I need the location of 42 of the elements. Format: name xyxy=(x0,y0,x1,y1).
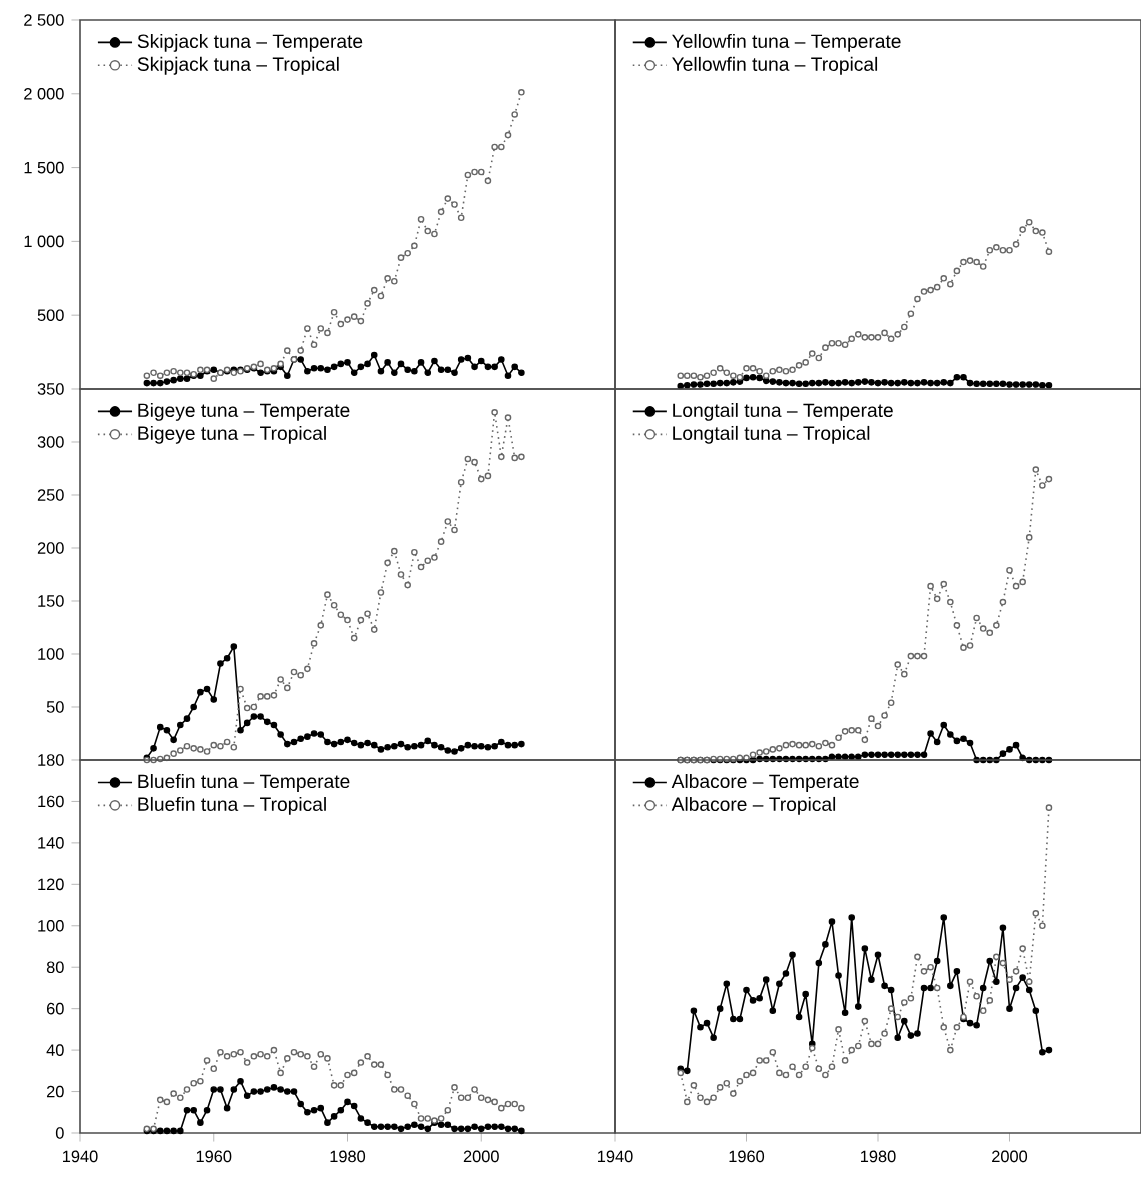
y-tick-label: 160 xyxy=(38,795,64,808)
y-tick-label: 1 000 xyxy=(24,235,64,248)
legend-label: Yellowfin tuna – Tropical xyxy=(672,56,878,75)
legend-label: Bluefin tuna – Tropical xyxy=(138,796,326,815)
y-tick-label: 200 xyxy=(37,542,64,554)
legend-label: Bigeye tuna – Temperate xyxy=(138,402,350,421)
x-tick-label: 1960 xyxy=(196,1150,232,1163)
legend-label: Yellowfin tuna – Temperate xyxy=(672,33,901,52)
legend-label: Albacore – Tropical xyxy=(671,796,836,815)
y-tick-label: 1 500 xyxy=(24,161,64,174)
legend-label: Longtail tuna – Temperate xyxy=(673,402,893,421)
x-tick-label: 1980 xyxy=(861,1150,896,1163)
legend-label: Longtail tuna – Tropical xyxy=(673,425,870,444)
x-tick-label: 1940 xyxy=(63,1150,98,1163)
y-tick-label: 180 xyxy=(38,754,64,766)
y-tick-label: 0 xyxy=(55,1127,64,1139)
y-tick-label: 80 xyxy=(46,961,64,974)
y-tick-label: 350 xyxy=(37,383,64,395)
y-tick-label: 40 xyxy=(46,1044,64,1056)
y-tick-label: 20 xyxy=(46,1085,64,1098)
legend-label: Bluefin tuna – Temperate xyxy=(138,774,350,792)
y-tick-label: 500 xyxy=(37,309,64,321)
y-tick-label: 250 xyxy=(37,489,64,501)
x-tick-label: 1960 xyxy=(729,1150,765,1163)
y-tick-label: 2 500 xyxy=(24,14,64,26)
x-tick-label: 2000 xyxy=(992,1150,1028,1163)
y-tick-label: 60 xyxy=(47,1002,64,1015)
y-tick-label: 100 xyxy=(38,648,64,660)
legend-label: Albacore – Temperate xyxy=(671,774,859,792)
y-tick-label: 300 xyxy=(37,436,64,448)
y-tick-label: 100 xyxy=(38,919,64,932)
x-tick-label: 2000 xyxy=(463,1150,499,1163)
legend-label: Skipjack tuna – Temperate xyxy=(137,33,363,52)
x-tick-label: 1940 xyxy=(598,1150,633,1163)
legend-label: Bigeye tuna – Tropical xyxy=(138,425,326,444)
y-tick-label: 50 xyxy=(46,701,64,713)
x-tick-label: 1980 xyxy=(330,1150,366,1163)
y-tick-label: 2 000 xyxy=(24,87,64,100)
y-tick-label: 120 xyxy=(38,878,64,891)
y-tick-label: 150 xyxy=(38,595,64,607)
legend-label: Skipjack tuna – Tropical xyxy=(137,56,339,75)
y-tick-label: 140 xyxy=(38,837,64,849)
